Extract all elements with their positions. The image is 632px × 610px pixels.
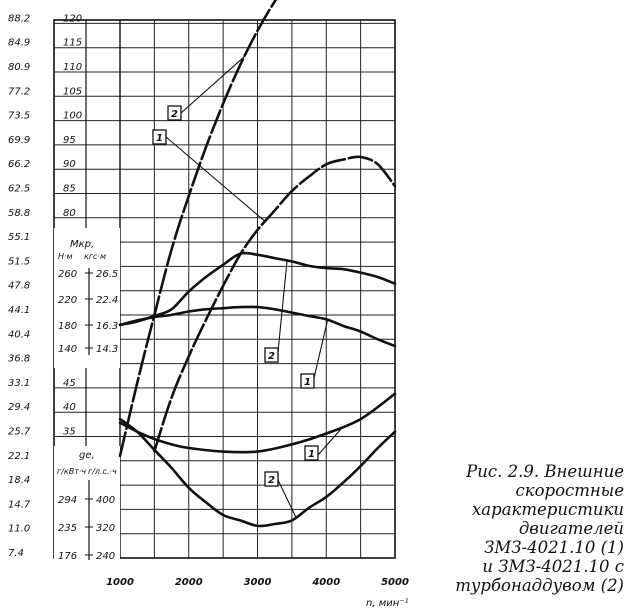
- series-marker-box: [300, 373, 315, 389]
- hp-tick-label: 100: [63, 111, 82, 122]
- kw-tick-label: 33.1: [8, 378, 30, 389]
- kw-tick-label: 58.8: [8, 208, 30, 219]
- caption-line: скоростные: [515, 481, 624, 500]
- kw-tick-label: 7.4: [8, 548, 24, 559]
- kw-tick-label: 44.1: [8, 305, 30, 316]
- consumption-si-label: 176: [58, 551, 77, 562]
- series-marker-leader: [180, 56, 245, 114]
- caption-line: и ЗМЗ-4021.10 с: [482, 557, 624, 576]
- kw-tick-label: 47.8: [8, 281, 30, 292]
- figure-caption: Рис. 2.9. Внешние скоростные характерист…: [440, 462, 624, 595]
- kw-tick-label: 55.1: [8, 232, 30, 243]
- series-marker-label: 2: [171, 109, 178, 120]
- kw-tick-label: 29.4: [8, 402, 30, 413]
- consumption-unit-left: г/кВт·ч: [57, 467, 86, 476]
- series-marker-leader: [317, 425, 344, 456]
- torque-nm-label: 260: [58, 269, 77, 280]
- x-tick-label: 1000: [106, 577, 134, 588]
- x-tick-label: 5000: [381, 577, 409, 588]
- kw-tick-label: 84.9: [8, 38, 30, 49]
- kw-tick-label: 80.9: [8, 62, 30, 73]
- kw-tick-label: 66.2: [8, 159, 30, 170]
- hp-tick-label: 120: [63, 13, 82, 24]
- x-axis-label: n, мин⁻¹: [366, 598, 409, 609]
- kw-tick-label: 11.0: [8, 524, 30, 535]
- torque-unit-right: кгс·м: [84, 252, 106, 261]
- torque-curve-series-1: [118, 305, 397, 348]
- kw-tick-label: 36.8: [8, 354, 30, 365]
- hp-tick-label: 105: [63, 86, 82, 97]
- torque-scale: Mкр, Н·м кгс·м 260 26.5 220 22.4 180 16.3 140 1…: [54, 228, 120, 368]
- power-curve-series-2: [118, 0, 278, 458]
- hp-tick-label: 45: [63, 378, 76, 389]
- kw-tick-label: 18.4: [8, 475, 30, 486]
- caption-line: ЗМЗ-4021.10 (1): [484, 538, 624, 557]
- torque-nm-label: 140: [58, 344, 77, 355]
- x-tick-label: 4000: [311, 577, 340, 588]
- kw-tick-label: 14.7: [8, 499, 31, 510]
- series-marker-label: 1: [156, 133, 163, 144]
- series-marker-label: 2: [268, 351, 275, 362]
- x-axis-ticks: 1000 2000 3000 4000 5000: [106, 577, 409, 588]
- hp-tick-label: 35: [63, 427, 76, 438]
- specific-fuel-consumption-curve-series-1: [118, 392, 397, 454]
- torque-kgfm-label: 14.3: [96, 344, 118, 355]
- kw-tick-label: 40.4: [8, 329, 30, 340]
- consumption-metric-label: 240: [96, 551, 115, 562]
- series-marker-box: [264, 347, 279, 363]
- hp-tick-label: 40: [63, 402, 76, 413]
- series-marker-label: 2: [268, 475, 275, 486]
- hp-tick-label: 115: [63, 38, 82, 49]
- hp-tick-label: 80: [63, 208, 76, 219]
- torque-label: Mкр,: [70, 239, 94, 250]
- series-marker-label: 1: [308, 449, 315, 460]
- series-marker-box: [264, 471, 279, 487]
- torque-kgfm-label: 26.5: [96, 269, 118, 280]
- x-tick-label: 3000: [244, 577, 272, 588]
- caption-line: характеристики: [472, 500, 624, 519]
- kw-tick-label: 62.5: [8, 184, 30, 195]
- chart-curves: [118, 0, 397, 528]
- hp-tick-label: 95: [63, 135, 76, 146]
- consumption-unit-right: г/л.с.·ч: [88, 467, 117, 476]
- consumption-scale-panel: [54, 446, 120, 566]
- series-marker-leader: [277, 260, 288, 353]
- kw-tick-label: 22.1: [8, 451, 30, 462]
- hp-tick-label: 90: [63, 159, 76, 170]
- caption-line: двигателей: [518, 519, 624, 538]
- torque-kgfm-label: 16.3: [96, 321, 118, 332]
- kw-tick-label: 51.5: [8, 256, 30, 267]
- caption-line: Рис. 2.9. Внешние: [466, 462, 624, 481]
- series-marker-leader: [313, 319, 329, 379]
- torque-scale-panel: [54, 228, 120, 368]
- torque-kgfm-label: 22.4: [96, 295, 118, 306]
- torque-nm-label: 180: [58, 321, 77, 332]
- kw-tick-label: 25.7: [8, 427, 31, 438]
- hp-tick-label: 110: [63, 62, 82, 73]
- specific-fuel-consumption-curve-series-2: [118, 417, 397, 528]
- series-marker-label: 1: [304, 377, 311, 388]
- consumption-si-label: 235: [58, 523, 77, 534]
- kw-tick-label: 73.5: [8, 111, 30, 122]
- series-marker-box: [304, 445, 319, 461]
- consumption-metric-label: 320: [96, 523, 115, 534]
- x-tick-label: 2000: [175, 577, 203, 588]
- torque-curve-series-2: [118, 251, 397, 327]
- consumption-scale: gе, г/кВт·ч г/л.с.·ч 294 400 235 320 176 240: [54, 446, 120, 566]
- series-markers: 2 1 2 1 1 2: [152, 56, 344, 518]
- caption-line: турбонаддувом (2): [455, 576, 624, 595]
- consumption-label: gе,: [79, 450, 95, 461]
- kw-tick-label: 69.9: [8, 135, 30, 146]
- power-curve-series-1: [153, 155, 397, 453]
- torque-nm-label: 220: [58, 295, 77, 306]
- kw-tick-label: 77.2: [8, 86, 30, 97]
- torque-unit-left: Н·м: [58, 252, 73, 261]
- consumption-metric-label: 400: [96, 495, 115, 506]
- consumption-si-label: 294: [58, 495, 77, 506]
- kw-tick-label: 88.2: [8, 13, 30, 24]
- series-marker-leader: [277, 479, 297, 518]
- hp-tick-label: 85: [63, 184, 76, 195]
- series-marker-leader: [165, 136, 266, 222]
